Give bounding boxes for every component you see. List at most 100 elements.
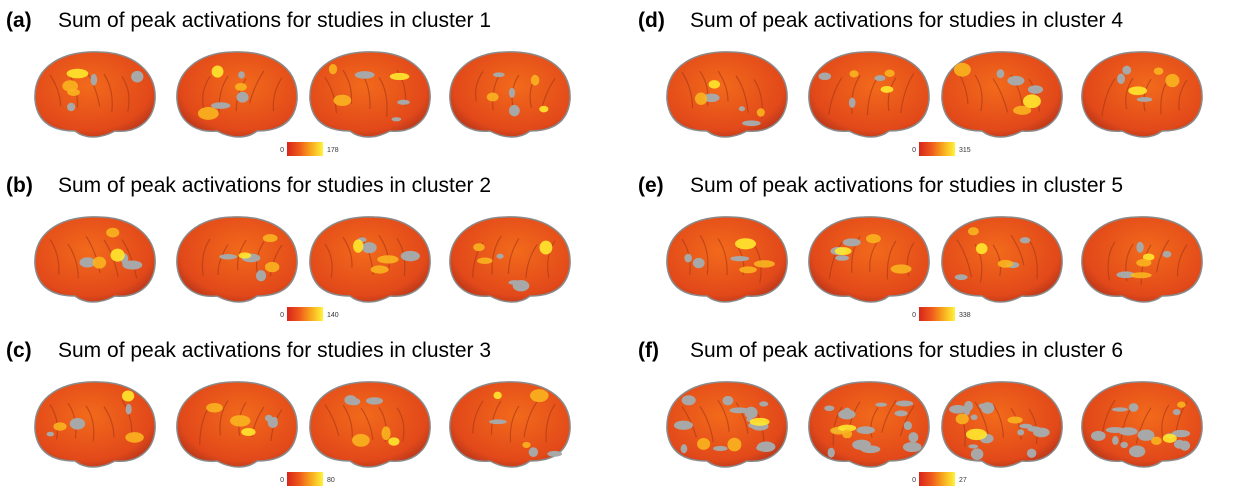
inactive-region xyxy=(842,238,861,247)
inactive-region xyxy=(738,106,746,112)
inactive-region xyxy=(1026,448,1037,458)
inactive-region xyxy=(759,401,769,407)
inactive-region xyxy=(1017,429,1025,436)
colorbar-max: 80 xyxy=(327,477,335,484)
inactive-region xyxy=(361,242,377,254)
inactive-region xyxy=(970,448,984,460)
colorbar-max: 315 xyxy=(959,147,971,154)
brain-sulcus xyxy=(717,238,728,276)
brain-sulcus xyxy=(886,240,897,280)
peak-region xyxy=(106,227,120,238)
peak-region xyxy=(206,403,223,413)
inactive-region xyxy=(1116,271,1136,279)
brain-surface xyxy=(34,381,156,468)
brain-sulcus xyxy=(523,401,538,438)
inactive-region xyxy=(1019,237,1031,244)
brain-sulcus xyxy=(1010,234,1025,266)
brain-sulcus xyxy=(324,243,333,279)
brain-view xyxy=(176,51,298,138)
peak-region xyxy=(473,243,485,252)
inactive-region xyxy=(69,417,86,430)
inactive-region xyxy=(1117,73,1125,85)
brain-sulcus xyxy=(103,73,113,112)
inactive-region xyxy=(131,70,144,83)
inactive-region xyxy=(894,410,908,417)
peak-region xyxy=(389,72,410,81)
brain-sulcus xyxy=(103,406,115,438)
peak-region xyxy=(110,248,125,262)
peak-region xyxy=(328,63,338,75)
brain-view xyxy=(309,381,431,468)
inactive-region xyxy=(673,420,693,430)
brain-view xyxy=(808,216,930,303)
inactive-region xyxy=(742,120,761,127)
peak-region xyxy=(264,261,280,273)
peak-region xyxy=(838,424,857,432)
brain-sulcus xyxy=(992,403,1004,438)
inactive-region xyxy=(729,407,749,414)
inactive-region xyxy=(692,257,705,269)
peak-region xyxy=(539,105,549,113)
peak-region xyxy=(241,427,256,437)
peak-region xyxy=(1177,401,1186,408)
peak-region xyxy=(967,227,979,236)
peak-region xyxy=(530,389,549,403)
inactive-region xyxy=(397,99,410,105)
brain-sulcus xyxy=(219,400,229,436)
brain-sulcus xyxy=(699,405,714,443)
brain-sulcus xyxy=(881,399,897,433)
inactive-region xyxy=(238,71,245,79)
brain-view xyxy=(176,381,298,468)
inactive-region xyxy=(968,444,979,449)
peak-region xyxy=(229,415,251,427)
inactive-region xyxy=(219,254,237,260)
peak-region xyxy=(92,256,107,269)
inactive-region xyxy=(1112,407,1129,412)
peak-region xyxy=(834,247,852,256)
inactive-region xyxy=(848,97,856,108)
brain-sulcus xyxy=(49,404,59,440)
peak-region xyxy=(530,74,540,86)
peak-region xyxy=(975,243,988,255)
brain-sulcus xyxy=(324,77,338,114)
brain-sulcus xyxy=(974,74,983,112)
brain-view xyxy=(1081,51,1203,138)
peak-region xyxy=(486,92,499,102)
peak-region xyxy=(67,88,80,96)
colorbar xyxy=(919,307,955,321)
colorbar xyxy=(287,142,323,156)
peak-region xyxy=(694,92,708,105)
peak-region xyxy=(884,69,895,77)
inactive-region xyxy=(1007,75,1025,86)
peak-region xyxy=(381,426,391,441)
inactive-region xyxy=(818,72,832,81)
brain-sulcus xyxy=(717,399,730,432)
brain-sulcus xyxy=(121,239,138,279)
brain-sulcus xyxy=(992,78,1009,113)
colorbar xyxy=(919,142,955,156)
inactive-region xyxy=(211,102,231,109)
brain-sulcus xyxy=(851,236,861,273)
colorbar-min: 0 xyxy=(912,312,916,319)
brain-sulcus xyxy=(1101,78,1116,117)
peak-region xyxy=(353,239,364,253)
inactive-region xyxy=(79,257,96,268)
brain-view xyxy=(666,216,788,303)
inactive-region xyxy=(365,397,383,405)
brain-surface xyxy=(34,51,156,138)
brain-sulcus xyxy=(342,236,353,268)
brain-sulcus xyxy=(1107,241,1116,281)
brain-sulcus xyxy=(1135,407,1152,445)
peak-region xyxy=(1023,94,1041,109)
brain-sulcus xyxy=(49,74,62,107)
peak-region xyxy=(197,106,219,120)
brain-view xyxy=(808,51,930,138)
inactive-region xyxy=(722,395,734,406)
peak-region xyxy=(477,257,493,264)
inactive-region xyxy=(236,91,249,103)
inactive-region xyxy=(996,69,1005,79)
inactive-region xyxy=(908,432,919,443)
brain-sulcus xyxy=(396,407,405,442)
brain-surface xyxy=(309,51,431,138)
inactive-region xyxy=(46,431,55,437)
